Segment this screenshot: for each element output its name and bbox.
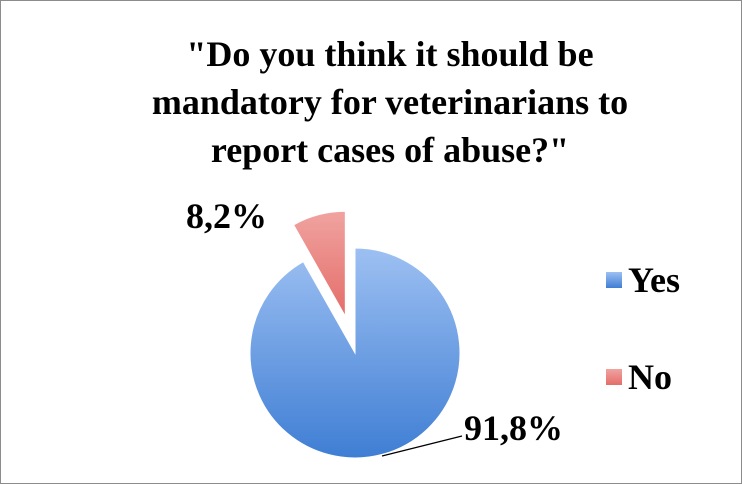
legend: Yes No: [606, 260, 680, 397]
chart-title-line-2: mandatory for veterinarians to: [152, 82, 628, 122]
legend-item-yes[interactable]: Yes: [606, 260, 680, 300]
pie-slices: [249, 210, 461, 459]
data-label-yes: 91,8%: [464, 408, 563, 448]
legend-label-no: No: [628, 357, 672, 397]
legend-swatch-no: [606, 369, 622, 385]
pie-slice-no[interactable]: [292, 210, 346, 319]
legend-swatch-yes: [606, 272, 622, 288]
legend-label-yes: Yes: [628, 260, 680, 300]
pie-slice-yes[interactable]: [249, 247, 461, 459]
chart-title-line-3: report cases of abuse?": [211, 130, 569, 170]
legend-item-no[interactable]: No: [606, 357, 672, 397]
chart-title-line-1: "Do you think it should be: [186, 34, 593, 74]
data-label-no: 8,2%: [186, 196, 267, 236]
leader-line-yes: [381, 435, 463, 457]
chart-title: "Do you think it should be mandatory for…: [152, 34, 628, 170]
